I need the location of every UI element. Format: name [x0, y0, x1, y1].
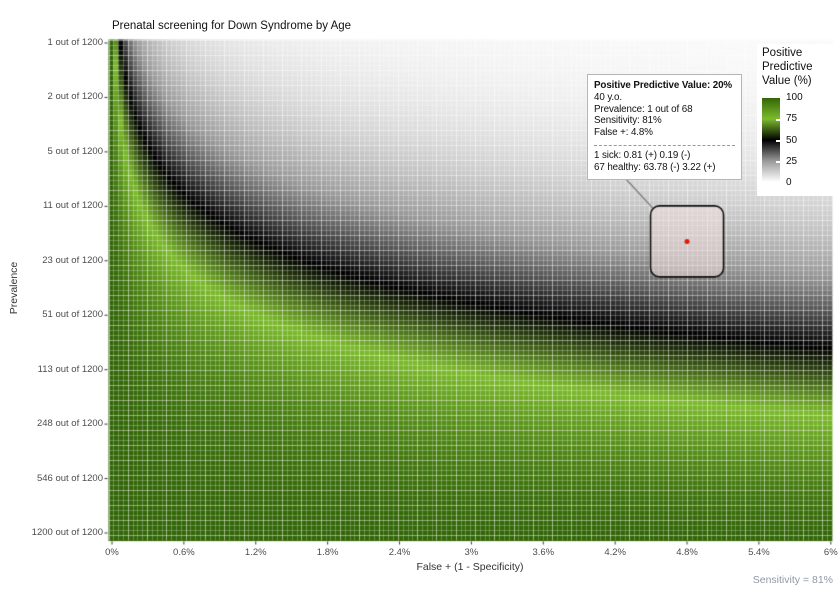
tooltip-detail-line: 67 healthy: 63.78 (-) 3.22 (+) — [594, 161, 716, 173]
x-tick-label: 3.6% — [532, 546, 555, 558]
y-tick-label: 248 out of 1200 — [36, 418, 103, 430]
x-tick-label: 1.8% — [316, 546, 339, 558]
tooltip-separator — [594, 144, 735, 146]
x-tick-label: 6% — [823, 546, 838, 558]
y-tick-label: 1200 out of 1200 — [31, 527, 103, 538]
tooltip-detail-line: 1 sick: 0.81 (+) 0.19 (-) — [594, 149, 691, 161]
y-tick-label: 2 out of 1200 — [47, 91, 103, 103]
x-tick-label: 4.8% — [676, 546, 698, 558]
legend-title-line: Positive — [762, 47, 803, 59]
legend-tick-label: 75 — [786, 113, 798, 125]
y-tick-label: 113 out of 1200 — [37, 363, 103, 375]
x-tick-label: 5.4% — [748, 546, 770, 558]
tooltip-line: Sensitivity: 81% — [594, 115, 662, 127]
y-tick-label: 546 out of 1200 — [36, 472, 103, 484]
legend-gradient — [762, 98, 780, 182]
legend-tick-label: 50 — [786, 134, 798, 146]
tooltip-line: False +: 4.8% — [594, 127, 653, 139]
legend-tick-label: 25 — [786, 155, 798, 167]
color-legend: Positive Predictive Value (%) 100 75 50 … — [757, 44, 840, 196]
legend-tick-label: 0 — [786, 177, 792, 188]
legend-tick-label: 100 — [786, 92, 803, 103]
legend-notch — [776, 119, 780, 121]
tooltip-line: Prevalence: 1 out of 68 — [594, 103, 693, 115]
legend-title-line: Predictive — [762, 61, 813, 73]
x-tick-label: 1.2% — [244, 546, 267, 558]
x-tick-label: 0% — [105, 546, 119, 558]
legend-title-line: Value (%) — [762, 75, 812, 87]
sensitivity-footnote: Sensitivity = 81% — [752, 574, 833, 586]
chart-title: Prenatal screening for Down Syndrome by … — [112, 20, 352, 32]
y-tick-label: 5 out of 1200 — [47, 145, 103, 157]
x-tick-label: 3% — [464, 546, 479, 558]
legend-notch — [776, 140, 780, 142]
y-tick-label: 11 out of 1200 — [42, 200, 103, 212]
y-tick-label: 1 out of 1200 — [47, 37, 103, 48]
y-tick-label: 51 out of 1200 — [42, 309, 103, 321]
ppv-tooltip: Positive Predictive Value: 20% 40 y.o. P… — [587, 74, 742, 180]
x-tick-label: 2.4% — [388, 546, 411, 558]
x-tick-label: 4.2% — [604, 546, 626, 558]
x-axis-label: False + (1 - Specificity) — [416, 561, 524, 573]
tooltip-line: 40 y.o. — [594, 91, 622, 103]
y-tick-label: 23 out of 1200 — [42, 254, 103, 266]
x-tick-label: 0.6% — [173, 546, 195, 558]
tooltip-title: Positive Predictive Value: 20% — [594, 80, 733, 91]
legend-notch — [776, 161, 780, 163]
